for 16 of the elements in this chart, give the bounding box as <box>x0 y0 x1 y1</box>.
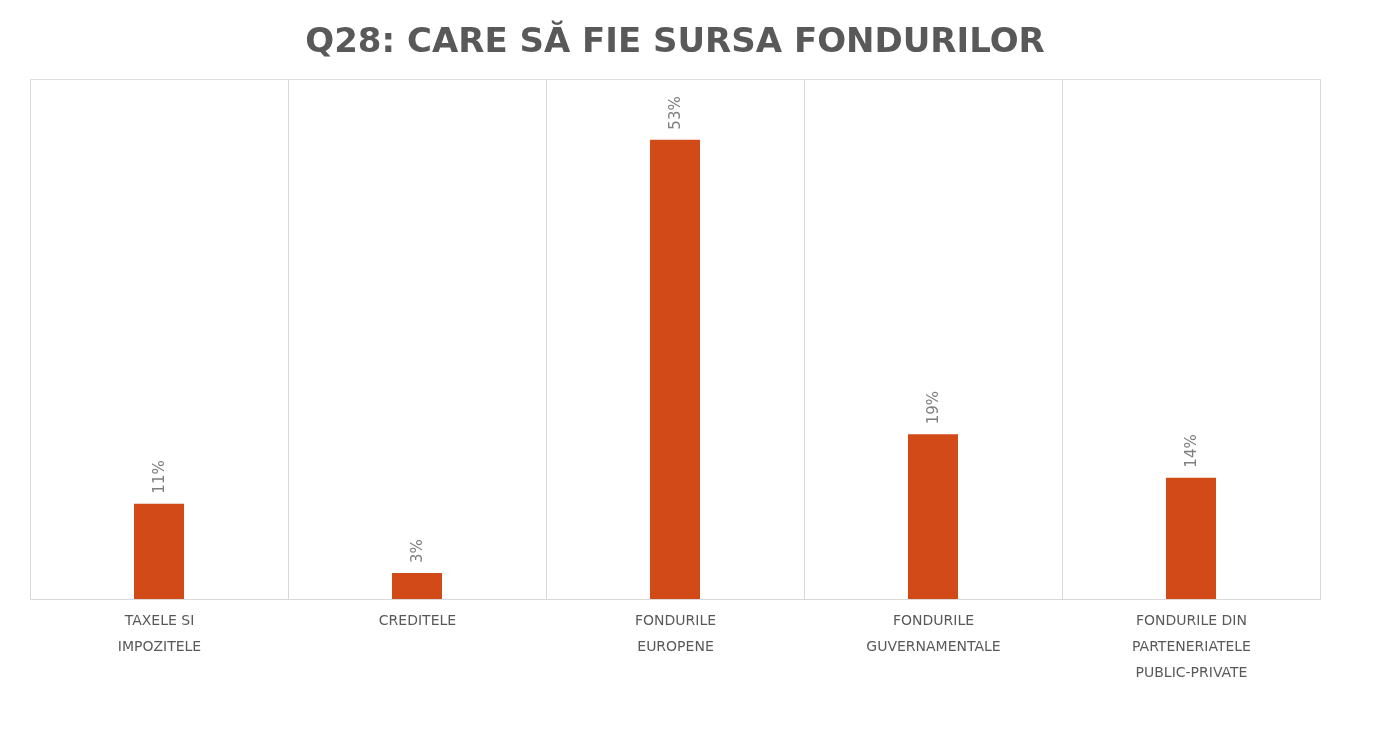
chart-title: Q28: CARE SĂ FIE SURSA FONDURILOR <box>305 20 1045 60</box>
x-tick-label: TAXELE SI IMPOZITELE <box>117 611 202 654</box>
x-tick-label: FONDURILE EUROPENE <box>634 611 717 654</box>
data-label: 19% <box>924 390 942 425</box>
data-label: 3% <box>408 539 426 563</box>
bar <box>392 573 442 599</box>
x-tick-label: FONDURILE DIN PARTENERIATELE PUBLIC-PRIVATE <box>1132 611 1251 680</box>
bar <box>650 139 700 599</box>
x-tick-label: CREDITELE <box>378 611 457 628</box>
bar <box>908 434 958 599</box>
bar <box>134 503 184 599</box>
data-label: 11% <box>150 460 168 494</box>
bar <box>1166 477 1216 599</box>
x-tick-label: FONDURILE GUVERNAMENTALE <box>866 611 1001 654</box>
data-label: 14% <box>1182 434 1200 468</box>
data-label: 53% <box>666 96 684 130</box>
